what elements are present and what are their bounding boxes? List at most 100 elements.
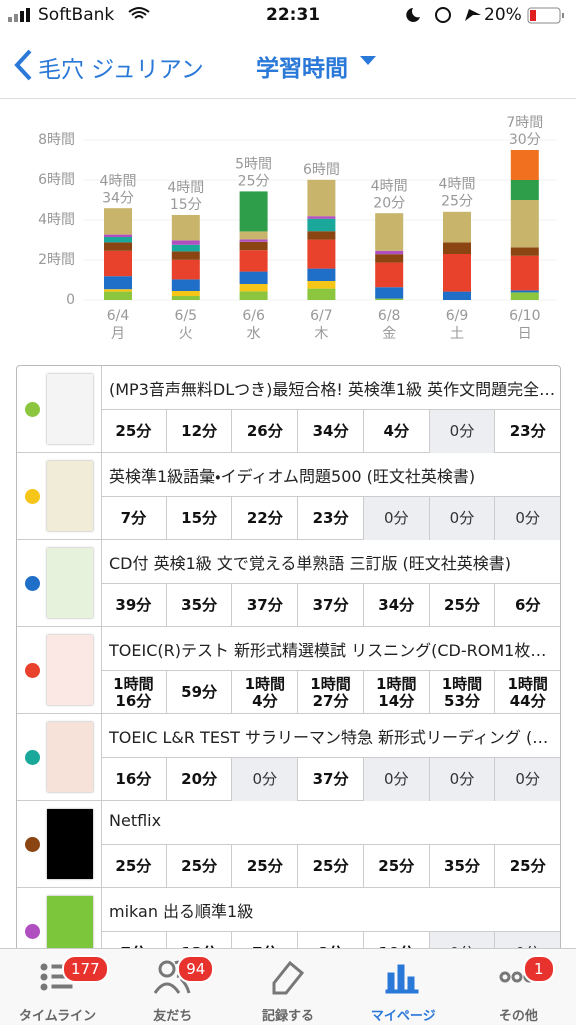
badge: 94 xyxy=(177,955,215,983)
tab[interactable]: タイムライン 177 xyxy=(0,949,115,1025)
tab[interactable]: 記録する xyxy=(230,949,345,1025)
item-left xyxy=(17,540,102,626)
x-weekday-label: 火 xyxy=(179,326,193,342)
battery-icon xyxy=(527,7,564,24)
time-text: 16分 xyxy=(115,770,152,788)
time-cell: 0分 xyxy=(428,758,495,801)
time-text: 26分 xyxy=(246,422,283,440)
bar-segment xyxy=(171,215,200,241)
time-cell: 1時間 4分 xyxy=(231,671,297,714)
item-left xyxy=(17,714,102,800)
time-cell: 37分 xyxy=(297,584,363,627)
tab-icon xyxy=(385,964,419,994)
bar-segment xyxy=(307,179,336,217)
time-cell: 22分 xyxy=(231,497,297,540)
x-weekday-label: 木 xyxy=(314,326,328,342)
time-text: 15分 xyxy=(181,509,218,527)
time-cell: 4分 xyxy=(362,410,429,453)
bar-segment xyxy=(239,291,268,300)
nav-title[interactable]: 学習時間 xyxy=(256,56,348,82)
time-cell: 1時間 14分 xyxy=(362,671,429,714)
dropdown-icon[interactable] xyxy=(360,56,376,66)
item-left xyxy=(17,366,102,452)
x-date-label: 6/6 xyxy=(242,308,265,324)
y-tick-label: 8時間 xyxy=(38,132,75,148)
time-text: 25分 xyxy=(444,596,480,614)
tab[interactable]: マイページ xyxy=(346,949,461,1025)
time-text: 0分 xyxy=(449,422,475,440)
bar-segment xyxy=(239,231,268,240)
time-cell: 25分 xyxy=(428,584,495,627)
x-date-label: 6/9 xyxy=(446,308,469,324)
total-label: 4時間 xyxy=(167,180,204,196)
time-text: 0分 xyxy=(383,770,409,788)
bar-segment xyxy=(510,200,539,248)
list-item[interactable]: CD付 英検1級 文で覚える単熟語 三訂版 (旺文社英検書) 39分 35分 37分 3… xyxy=(17,540,560,627)
time-cell: 25分 xyxy=(231,845,297,888)
total-label: 34分 xyxy=(102,191,134,207)
x-date-label: 6/4 xyxy=(107,308,130,324)
back-button[interactable]: 毛穴 ジュリアン xyxy=(38,57,204,83)
x-date-label: 6/10 xyxy=(509,308,540,324)
bar-segment xyxy=(104,291,132,300)
time-cell: 15分 xyxy=(165,497,232,540)
time-text: 7分 xyxy=(252,945,277,950)
bar-segment xyxy=(443,254,471,292)
time-text: 12分 xyxy=(181,422,218,440)
time-text: 25分 xyxy=(246,857,283,875)
color-dot xyxy=(25,489,40,504)
time-text: 0分 xyxy=(515,770,540,788)
time-cells: 39分 35分 37分 37分 34分 25分 6分 xyxy=(101,583,560,627)
tab[interactable]: その他 1 xyxy=(461,949,576,1025)
time-cell: 0分 xyxy=(494,758,560,801)
time-text: 37分 xyxy=(312,596,349,614)
bar-segment xyxy=(510,180,539,200)
list-item[interactable]: Netflix 25分 25分 25分 25分 25分 35分 25分 xyxy=(17,801,560,888)
thumbnail xyxy=(47,635,93,705)
time-text: 22分 xyxy=(246,509,283,527)
total-label: 4時間 xyxy=(371,178,408,194)
bar-segment xyxy=(239,241,268,251)
time-text: 7分 xyxy=(121,945,146,950)
bar-segment xyxy=(104,250,132,277)
time-text: 1時間 xyxy=(507,674,548,693)
time-text: 25分 xyxy=(115,422,152,440)
tab[interactable]: 友だち 94 xyxy=(115,949,230,1025)
color-dot xyxy=(25,924,40,939)
time-cell: 7分 xyxy=(101,497,166,540)
list-item[interactable]: 英検準1級語彙・イディオム問題500 (旺文社英検書) 7分 15分 22分 23分 0分… xyxy=(17,453,560,540)
tab-label: マイページ xyxy=(370,1009,436,1024)
time-cell: 7分 xyxy=(101,932,166,950)
item-title: mikan 出る順準1級 xyxy=(109,902,254,921)
time-cell: 37分 xyxy=(297,758,363,801)
item-list: (MP3音声無料DLつき)最短合格! 英検準1級 英作文問題完全… 25分 12分 2… xyxy=(16,365,561,949)
bar-segment xyxy=(375,287,404,299)
x-weekday-label: 土 xyxy=(450,326,464,342)
list-item[interactable]: (MP3音声無料DLつき)最短合格! 英検準1級 英作文問題完全… 25分 12分 2… xyxy=(17,366,560,453)
item-title: CD付 英検1級 文で覚える単熟語 三訂版 (旺文社英検書) xyxy=(109,554,512,573)
time-cell: 23分 xyxy=(494,410,560,453)
time-cell: 35分 xyxy=(165,584,232,627)
list-item[interactable]: TOEIC L&R TEST サラリーマン特急 新形式リーディング (… 16分 2… xyxy=(17,714,560,801)
time-cell: 0分 xyxy=(428,497,495,540)
bar-segment xyxy=(375,213,404,251)
time-text: 37分 xyxy=(312,770,349,788)
bar-segment xyxy=(510,255,539,291)
time-cell: 16分 xyxy=(101,758,166,801)
list-item[interactable]: mikan 出る順準1級 7分 13分 7分 8分 10分 0分 0分 xyxy=(17,888,560,949)
color-dot xyxy=(25,837,40,852)
time-cell: 59分 xyxy=(165,671,232,714)
bar-segment xyxy=(443,242,471,254)
x-date-label: 6/8 xyxy=(378,308,401,324)
tab-bar: タイムライン 177 友だち 94 記録する マイページ その他 1 xyxy=(0,948,576,1025)
time-text: 34分 xyxy=(378,596,415,614)
total-label: 30分 xyxy=(509,132,541,148)
back-arrow[interactable] xyxy=(12,48,34,82)
time-text: 0分 xyxy=(383,509,409,527)
time-text: 23分 xyxy=(312,509,349,527)
bar-segment xyxy=(171,291,200,296)
list-item[interactable]: TOEIC(R)テスト 新形式精選模試 リスニング(CD-ROM1枚… 1時間 16… xyxy=(17,627,560,714)
x-weekday-label: 金 xyxy=(382,326,396,342)
time-text: 0分 xyxy=(449,770,475,788)
